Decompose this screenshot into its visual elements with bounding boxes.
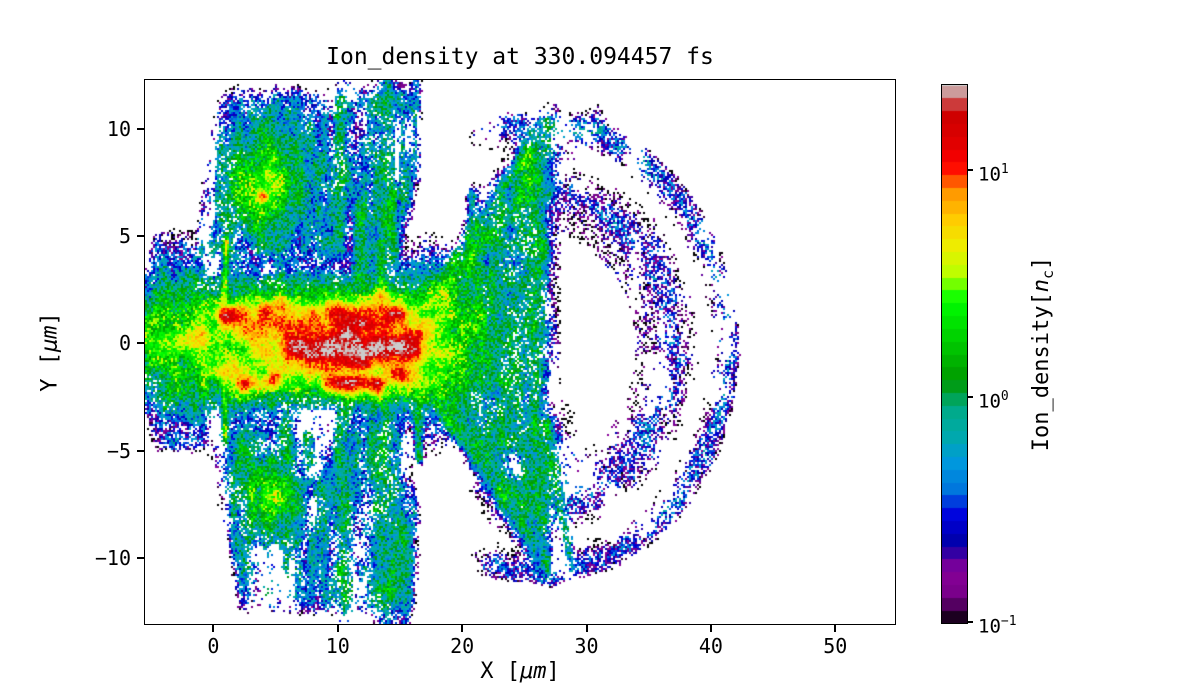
x-tick-label-20: 20: [450, 634, 475, 658]
y-axis-label-text: Y [: [37, 352, 63, 392]
y-tick-label-10: 10: [106, 117, 131, 142]
x-axis-label-text: X [: [480, 659, 520, 684]
colorbar-tick-base: 10: [978, 615, 1001, 638]
x-tick-label-40: 40: [698, 634, 723, 658]
y-tick-mark-5: [137, 235, 145, 238]
colorbar-tick-exp: −1: [1000, 614, 1017, 629]
x-tick-mark-50: [834, 624, 837, 632]
x-tick-mark-30: [585, 624, 588, 632]
colorbar-label-suffix: ]: [1028, 256, 1054, 271]
colorbar-tick-exp: 1: [1000, 162, 1009, 178]
y-tick-label-−5: −5: [106, 438, 131, 463]
x-tick-mark-0: [212, 624, 215, 632]
y-tick-mark-−10: [137, 556, 145, 559]
x-axis-label: X [μm]: [145, 659, 895, 684]
colorbar-label-text: Ion_density[: [1028, 292, 1054, 452]
colorbar-tick-base: 10: [978, 163, 1001, 186]
x-tick-mark-20: [461, 624, 464, 632]
x-tick-mark-40: [709, 624, 712, 632]
y-tick-mark-0: [137, 342, 145, 345]
x-axis-label-suffix: ]: [546, 659, 560, 684]
y-axis-label-mu: μm: [37, 325, 63, 353]
x-tick-mark-10: [336, 624, 339, 632]
heatmap-canvas: [145, 80, 895, 624]
colorbar-tick-exp: 0: [1000, 388, 1009, 404]
colorbar-tick-mark-0: [967, 395, 973, 398]
colorbar-tick-label-0: 100: [978, 383, 1009, 412]
x-tick-label-30: 30: [574, 634, 599, 658]
colorbar-tick-label-1: 101: [978, 156, 1009, 186]
x-tick-label-50: 50: [823, 634, 848, 658]
colorbar-label-sub: c: [1039, 270, 1058, 280]
y-tick-label-5: 5: [118, 224, 131, 249]
y-tick-mark-−5: [137, 449, 145, 452]
y-axis-label: Y [μm]: [38, 312, 63, 392]
colorbar-gradient: [942, 85, 967, 623]
y-tick-label-−10: −10: [94, 545, 131, 570]
x-tick-label-0: 0: [207, 634, 220, 658]
y-tick-label-0: 0: [118, 331, 131, 356]
colorbar-tick-mark-1: [967, 169, 973, 172]
colorbar-tick-label-−1: 10−1: [978, 608, 1017, 638]
colorbar-label-var: n: [1028, 279, 1054, 293]
colorbar-tick-base: 10: [978, 389, 1001, 412]
y-axis-label-suffix: ]: [37, 312, 63, 326]
plot-title: Ion_density at 330.094457 fs: [326, 44, 714, 70]
x-axis-label-mu: μm: [520, 659, 547, 684]
y-tick-mark-10: [137, 128, 145, 131]
x-tick-label-10: 10: [325, 634, 350, 658]
colorbar-tick-mark-−1: [967, 621, 973, 623]
colorbar-label: Ion_density[nc]: [1029, 257, 1057, 451]
